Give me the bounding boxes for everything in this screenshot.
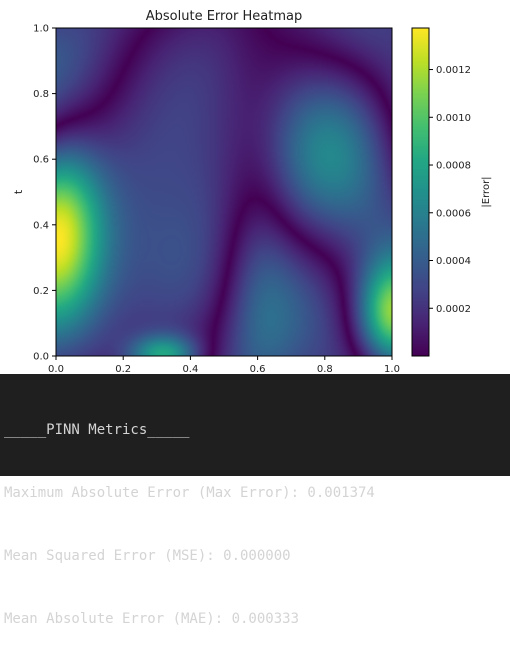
heatmap-image <box>56 28 392 356</box>
x-tick-label: 0.8 <box>317 364 333 374</box>
y-tick-label: 1.0 <box>33 24 49 35</box>
colorbar-tick-label: 0.0012 <box>436 65 471 76</box>
metrics-console: _____PINN Metrics_____ Maximum Absolute … <box>0 374 510 627</box>
y-tick-label: 0.8 <box>33 89 49 100</box>
plot-frame <box>55 27 393 357</box>
chart-title: Absolute Error Heatmap <box>146 9 303 24</box>
figure: Absolute Error Heatmap 0.0 0.2 0.4 0.6 0.8 1.… <box>12 9 492 375</box>
console-line-max-error: Maximum Absolute Error (Max Error): 0.00… <box>4 485 375 501</box>
colorbar-tick-label: 0.0002 <box>436 304 471 315</box>
console-header: _____PINN Metrics_____ <box>4 422 190 438</box>
colorbar-tick-label: 0.0008 <box>436 161 471 172</box>
colorbar-frame <box>411 27 430 357</box>
x-tick-label: 1.0 <box>384 364 400 374</box>
y-tick-label: 0.4 <box>33 220 49 231</box>
y-tick-label: 0.0 <box>33 352 49 363</box>
colorbar-label: |Error| <box>481 176 492 207</box>
colorbar-tick-label: 0.0006 <box>436 208 471 219</box>
x-tick-label: 0.4 <box>182 364 198 374</box>
x-tick-label: 0.2 <box>115 364 131 374</box>
colorbar-image <box>412 28 429 356</box>
y-axis-label: t <box>12 189 25 194</box>
colorbar-tick-label: 0.0010 <box>436 113 471 124</box>
y-tick-label: 0.6 <box>33 155 49 166</box>
colorbar-tick-label: 0.0004 <box>436 256 471 267</box>
heatmap-chart: Absolute Error Heatmap 0.0 0.2 0.4 0.6 0.8 1.… <box>12 9 492 375</box>
colorbar-axis: 0.0002 0.0004 0.0006 0.0008 0.0010 0.0012 <box>429 65 471 315</box>
y-tick-label: 0.2 <box>33 286 49 297</box>
console-line-mse: Mean Squared Error (MSE): 0.000000 <box>4 548 291 564</box>
x-tick-label: 0.6 <box>250 364 266 374</box>
y-axis: 0.0 0.2 0.4 0.6 0.8 1.0 <box>33 24 56 363</box>
x-tick-label: 0.0 <box>48 364 64 374</box>
console-line-mae: Mean Absolute Error (MAE): 0.000333 <box>4 611 300 627</box>
x-axis: 0.0 0.2 0.4 0.6 0.8 1.0 <box>48 356 400 375</box>
